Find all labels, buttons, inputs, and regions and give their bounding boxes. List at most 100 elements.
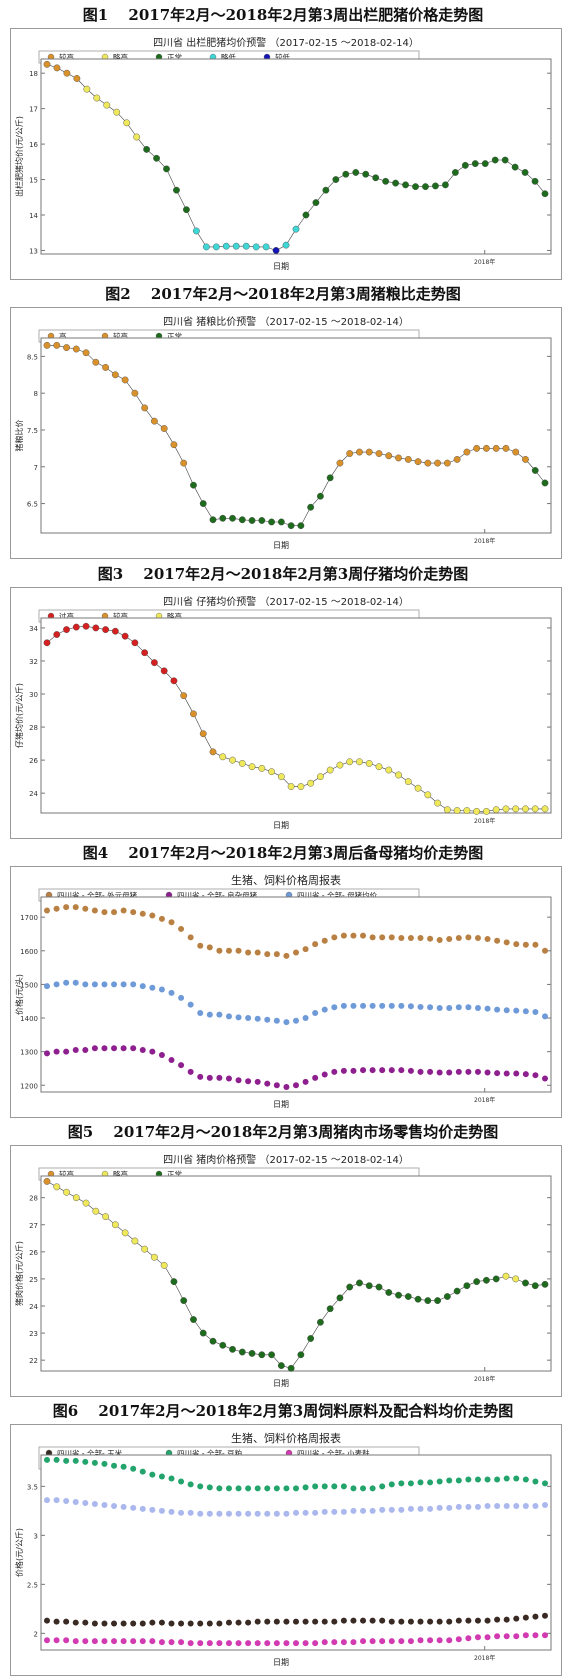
- data-point-s6-soy: [455, 1477, 462, 1484]
- data-point-higher: [483, 444, 490, 452]
- data-point-s4-avg: [513, 1007, 520, 1014]
- data-point-s4-foreign: [484, 936, 491, 943]
- data-point-s4-avg: [465, 1004, 472, 1011]
- data-point-s4-local: [120, 1045, 127, 1052]
- data-point-normal: [414, 1295, 422, 1303]
- chart-panel-4: 生猪、饲料价格周报表 四川省 - 全部- 外元母猪 四川省 - 全部- 良杂母猪 四…: [10, 866, 562, 1118]
- data-point-normal: [541, 479, 549, 487]
- chart-panel-1: 四川省 出栏肥猪均价预警 （2017-02-15 ～2018-02-14） 较高…: [10, 28, 562, 280]
- data-point-s6-soy: [484, 1476, 491, 1483]
- data-point-normal: [356, 1279, 363, 1287]
- data-point-high: [72, 345, 80, 353]
- data-point-s6-wheat: [331, 1639, 338, 1646]
- data-point-normal: [521, 169, 529, 176]
- data-point-s6-soy: [465, 1476, 472, 1483]
- chart-2-title: 四川省 猪粮比价预警 （2017-02-15 ～2018-02-14）: [163, 315, 409, 328]
- data-point-s6-feed: [254, 1510, 261, 1517]
- data-point-normal: [481, 160, 489, 167]
- plot-frame: [40, 896, 552, 1093]
- data-point-s6-wheat: [340, 1639, 347, 1646]
- data-point-slightly-higher: [160, 1261, 168, 1269]
- data-point-s6-feed: [522, 1502, 529, 1509]
- data-point-normal: [297, 1351, 305, 1359]
- data-point-s4-avg: [111, 981, 118, 988]
- data-point-s6-soy: [522, 1476, 529, 1483]
- data-point-s4-foreign: [369, 934, 376, 941]
- data-point-slightly-lower: [222, 242, 230, 250]
- data-point-slightly-higher: [512, 1275, 520, 1283]
- data-point-s4-avg: [178, 994, 185, 1001]
- chart-panel-3: 四川省 仔猪均价预警 （2017-02-15 ～2018-02-14） 过高 较高…: [10, 587, 562, 839]
- data-point-s4-foreign: [178, 925, 185, 932]
- data-point-slightly-higher: [502, 1272, 510, 1280]
- data-point-s4-avg: [120, 981, 127, 988]
- data-point-s6-corn: [331, 1618, 338, 1625]
- data-point-s6-soy: [149, 1471, 156, 1478]
- data-point-s4-foreign: [168, 919, 175, 926]
- data-point-s6-soy: [206, 1484, 213, 1491]
- data-point-s6-wheat: [350, 1639, 357, 1646]
- data-point-s6-corn: [312, 1618, 319, 1625]
- data-point-s6-corn: [44, 1617, 50, 1624]
- y-tick-label: 3.5: [27, 1483, 38, 1491]
- data-point-s6-soy: [360, 1485, 367, 1492]
- data-point-s6-wheat: [398, 1638, 405, 1645]
- data-point-higher: [336, 459, 344, 467]
- data-point-s6-corn: [494, 1616, 501, 1623]
- data-point-s4-local: [331, 1068, 338, 1075]
- series-line: [47, 345, 546, 526]
- data-point-normal: [392, 179, 399, 187]
- data-point-s6-wheat: [101, 1638, 108, 1645]
- data-point-s4-local: [293, 1082, 299, 1089]
- data-point-normal: [277, 1362, 285, 1369]
- data-point-s4-local: [350, 1067, 357, 1074]
- data-point-slightly-higher: [483, 807, 490, 815]
- data-point-slightly-higher: [395, 771, 402, 779]
- plot-frame: [40, 617, 552, 814]
- data-point-s6-feed: [427, 1505, 434, 1512]
- data-point-normal: [365, 1282, 373, 1290]
- data-point-s6-soy: [72, 1457, 79, 1464]
- data-point-s6-feed: [542, 1501, 548, 1508]
- y-tick-label: 3: [34, 1532, 38, 1540]
- legend-label: 较高: [113, 611, 128, 621]
- data-point-slightly-higher: [83, 85, 91, 93]
- data-point-slightly-higher: [287, 783, 295, 790]
- data-point-s6-soy: [63, 1457, 70, 1464]
- series-line: [46, 625, 545, 812]
- data-point-s6-wheat: [168, 1639, 175, 1646]
- data-point-s6-corn: [254, 1618, 261, 1625]
- data-point-normal: [432, 182, 439, 190]
- data-point-normal: [541, 1280, 549, 1288]
- data-point-s6-feed: [111, 1502, 118, 1509]
- data-point-s4-avg: [187, 1001, 194, 1008]
- data-point-s6-feed: [44, 1497, 50, 1504]
- y-tick-label: 24: [29, 790, 38, 798]
- data-point-s6-wheat: [312, 1640, 319, 1647]
- data-point-s4-avg: [197, 1009, 204, 1016]
- data-point-s4-avg: [388, 1002, 395, 1009]
- data-point-higher: [92, 358, 100, 366]
- data-point-s6-feed: [197, 1510, 204, 1517]
- data-point-normal: [471, 160, 479, 167]
- data-point-normal: [180, 1297, 188, 1304]
- data-point-s6-corn: [388, 1618, 395, 1625]
- chart-3-svg: 四川省 仔猪均价预警 （2017-02-15 ～2018-02-14） 过高 较高…: [14, 595, 552, 830]
- data-point-s4-local: [168, 1057, 175, 1064]
- data-point-slightly-higher: [541, 805, 549, 813]
- y-tick-label: 7.5: [27, 427, 38, 435]
- data-point-higher: [209, 748, 217, 756]
- data-point-s6-corn: [235, 1619, 242, 1626]
- data-point-higher: [434, 459, 441, 467]
- data-point-s6-feed: [225, 1510, 232, 1517]
- data-point-higher: [121, 376, 129, 384]
- data-point-too-high: [111, 627, 119, 635]
- data-point-slightly-lower: [262, 243, 270, 251]
- data-point-s4-local: [388, 1067, 395, 1074]
- data-point-s6-wheat: [446, 1637, 453, 1644]
- legend-label: 正常: [167, 332, 182, 341]
- data-point-s6-wheat: [542, 1632, 548, 1639]
- data-point-slightly-lower: [242, 242, 250, 250]
- data-point-s6-wheat: [216, 1640, 223, 1647]
- data-point-s4-local: [398, 1067, 405, 1074]
